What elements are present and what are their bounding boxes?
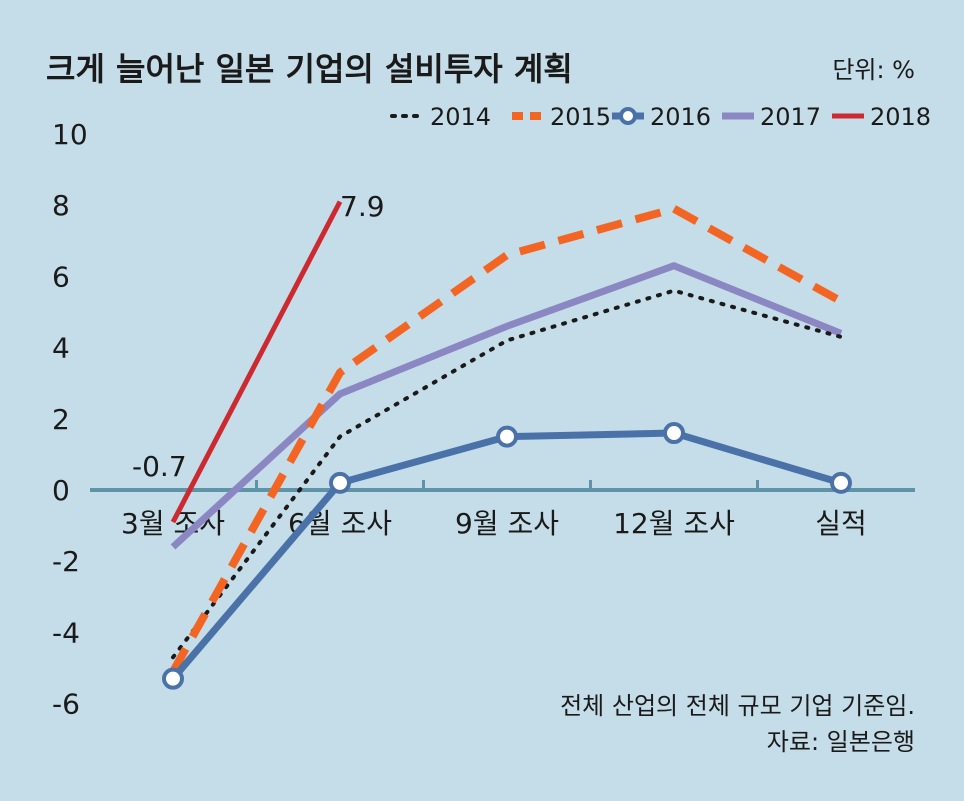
y-tick-label: 0: [52, 474, 70, 507]
y-tick-label: 4: [52, 332, 70, 365]
series-line-2018: [170, 200, 343, 524]
unit-label: 단위: %: [832, 56, 915, 84]
note-source: 자료: 일본은행: [767, 728, 915, 756]
x-tick-label: 실적: [815, 507, 867, 540]
point-2016: [830, 471, 852, 494]
annotation-2018-june: 7.9: [340, 190, 385, 223]
series-line-2016: [170, 429, 843, 681]
series-line-2014: [171, 288, 843, 660]
y-tick-label: 2: [52, 403, 70, 436]
y-tick-label: -2: [52, 545, 80, 578]
note-basis: 전체 산업의 전체 규모 기업 기준임.: [560, 692, 915, 720]
series-line-2015: [169, 204, 843, 674]
point-2016: [329, 471, 351, 494]
point-2016: [496, 425, 518, 448]
legend-label-2015: 2015: [550, 103, 611, 131]
legend-label-2014: 2014: [430, 103, 491, 131]
chart-title: 크게 늘어난 일본 기업의 설비투자 계획: [46, 50, 573, 88]
x-tick-label: 12월 조사: [613, 507, 735, 540]
series-line-2017: [170, 262, 843, 550]
x-axis: 3월 조사 6월 조사 9월 조사 12월 조사 실적: [90, 480, 915, 540]
legend-label-2017: 2017: [760, 103, 821, 131]
annotation-2018-march: -0.7: [132, 450, 187, 483]
y-tick-label: -4: [52, 616, 80, 649]
series-markers: [162, 422, 852, 690]
y-tick-label: 8: [52, 189, 70, 222]
point-2016: [663, 422, 685, 445]
legend: 2014 2015 2016 2017 2018: [390, 103, 931, 131]
y-tick-label: -6: [52, 688, 80, 721]
y-tick-label: 10: [52, 118, 88, 151]
y-axis-ticks: 10 8 6 4 2 0 -2 -4 -6: [52, 118, 88, 721]
x-tick-label: 9월 조사: [455, 507, 559, 540]
legend-marker-2016: [619, 107, 637, 125]
legend-label-2018: 2018: [870, 103, 931, 131]
y-tick-label: 6: [52, 260, 70, 293]
legend-label-2016: 2016: [650, 103, 711, 131]
point-2016: [162, 667, 184, 690]
